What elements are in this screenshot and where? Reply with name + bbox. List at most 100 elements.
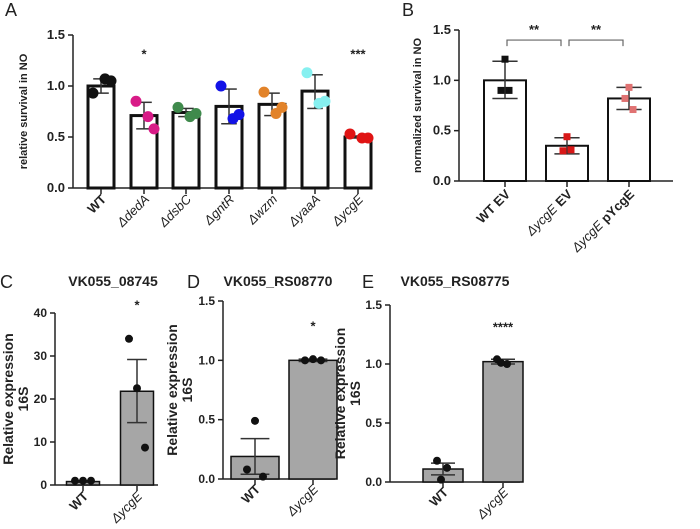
- panel-label: D: [187, 272, 200, 292]
- bar: [171, 111, 201, 190]
- data-point: [276, 101, 288, 113]
- x-tick-label: ΔycgE: [473, 484, 511, 522]
- y-axis-label-line: Relative expression: [164, 324, 180, 456]
- x-tick-label-bold: pYcgE: [595, 186, 637, 228]
- y-tick-label: 1.0: [47, 78, 65, 93]
- y-axis-label-line: 16S: [179, 378, 195, 403]
- data-point: [443, 463, 451, 472]
- y-tick-label: 20: [34, 392, 48, 406]
- bar: [343, 135, 373, 190]
- y-axis-label-line: 16S: [347, 381, 363, 406]
- data-point: [258, 86, 270, 98]
- data-point: [105, 75, 117, 87]
- x-tick-label-italic: ΔgntR: [200, 192, 237, 229]
- x-tick-label: WT: [84, 191, 109, 216]
- y-tick-label: 0.0: [198, 472, 215, 486]
- significance-label: ***: [350, 46, 366, 61]
- x-tick-label: ΔgntR: [200, 192, 237, 229]
- data-point: [503, 360, 511, 368]
- data-point: [344, 128, 356, 140]
- data-point: [215, 80, 227, 92]
- panel-label: C: [0, 272, 13, 292]
- y-tick-label: 1.0: [433, 72, 451, 87]
- data-point: [301, 67, 313, 79]
- x-tick-label: WT EV: [473, 186, 513, 226]
- y-axis-label-line: 16S: [15, 387, 31, 412]
- panel-label: A: [5, 0, 17, 20]
- data-point: [142, 111, 154, 123]
- bar: [607, 97, 651, 182]
- x-tick-label: ΔyaaA: [285, 192, 323, 230]
- data-point: [148, 123, 160, 135]
- y-axis-label-line: Relative expression: [332, 328, 348, 460]
- y-tick-label: 1.0: [365, 357, 382, 371]
- panel-e: E VK055_RS08775 0.0 0.5 1.0 1.5 Relative expre…: [332, 272, 524, 522]
- y-tick-label: 0.0: [365, 475, 382, 489]
- significance-label: *: [310, 318, 316, 333]
- data-point: [497, 358, 505, 367]
- x-tick-label: ΔdsbC: [155, 191, 194, 230]
- data-point: [433, 456, 441, 465]
- y-axis-label-line: Relative expression: [0, 333, 16, 465]
- x-tick-label: Δwzm: [244, 191, 280, 227]
- panel-label: B: [402, 0, 414, 20]
- data-point: [497, 86, 505, 94]
- data-point: [563, 133, 571, 141]
- x-tick-label: ΔycgE pYcgE: [568, 186, 637, 255]
- significance-label: ****: [493, 320, 514, 335]
- data-point: [559, 147, 567, 155]
- y-tick-label: 1.5: [433, 22, 451, 37]
- x-tick-label-italic: ΔyaaA: [285, 192, 323, 230]
- y-tick-label: 0: [40, 478, 47, 492]
- y-tick-label: 1.5: [47, 27, 65, 42]
- significance-bracket: [506, 39, 562, 47]
- data-point: [243, 465, 251, 474]
- y-tick-label: 0.5: [198, 413, 215, 427]
- x-tick-label-italic: ΔycgE: [473, 484, 511, 522]
- x-tick-label-italic: Δwzm: [244, 191, 280, 227]
- bar: [288, 359, 338, 480]
- panel-b: B 0.0 0.5 1.0 1.5 normalized survival in NO WT…: [402, 0, 673, 256]
- y-tick-label: 1.0: [198, 353, 215, 367]
- chart-title: VK055_08745: [68, 273, 158, 289]
- y-tick-label: 0.5: [433, 123, 451, 138]
- x-tick-label: WT: [66, 488, 91, 513]
- data-point: [190, 108, 202, 120]
- y-tick-label: 10: [34, 435, 48, 449]
- significance-label: *: [134, 297, 140, 312]
- data-point: [501, 55, 509, 63]
- data-point: [87, 87, 99, 99]
- data-point: [125, 334, 133, 343]
- y-axis-label: relative survival in NO: [18, 53, 30, 169]
- data-point: [317, 356, 325, 365]
- x-tick-label: WT: [238, 481, 263, 506]
- data-point: [141, 443, 149, 452]
- y-tick-label: 1.5: [365, 298, 382, 312]
- y-tick-label: 0.5: [47, 129, 65, 144]
- significance-label: *: [141, 46, 147, 61]
- x-tick-label: ΔycgE: [328, 191, 366, 229]
- data-point: [567, 146, 575, 154]
- panel-a: A 0.0 0.5 1.0 1.5 relative survival in NO WT * Δ…: [5, 0, 374, 230]
- data-point: [71, 476, 79, 485]
- y-tick-label: 0.0: [433, 173, 451, 188]
- y-tick-label: 40: [34, 306, 48, 320]
- y-axis-label: normalized survival in NO: [412, 38, 424, 174]
- data-point: [437, 475, 445, 484]
- y-tick-label: 30: [34, 349, 48, 363]
- data-point: [87, 476, 95, 485]
- data-point: [621, 94, 629, 102]
- x-tick-label-italic: ΔdsbC: [155, 191, 194, 230]
- bar: [257, 102, 287, 190]
- x-tick-label: WT: [426, 484, 451, 509]
- data-point: [301, 356, 309, 365]
- bar: [86, 84, 116, 190]
- chart-title: VK055_RS08775: [401, 273, 510, 289]
- data-point: [362, 132, 374, 144]
- x-tick-label-italic: ΔycgE: [107, 488, 145, 526]
- data-point: [233, 109, 245, 121]
- y-tick-label: 1.5: [198, 294, 215, 308]
- x-tick-label: ΔycgE: [283, 481, 321, 519]
- data-point: [133, 384, 141, 393]
